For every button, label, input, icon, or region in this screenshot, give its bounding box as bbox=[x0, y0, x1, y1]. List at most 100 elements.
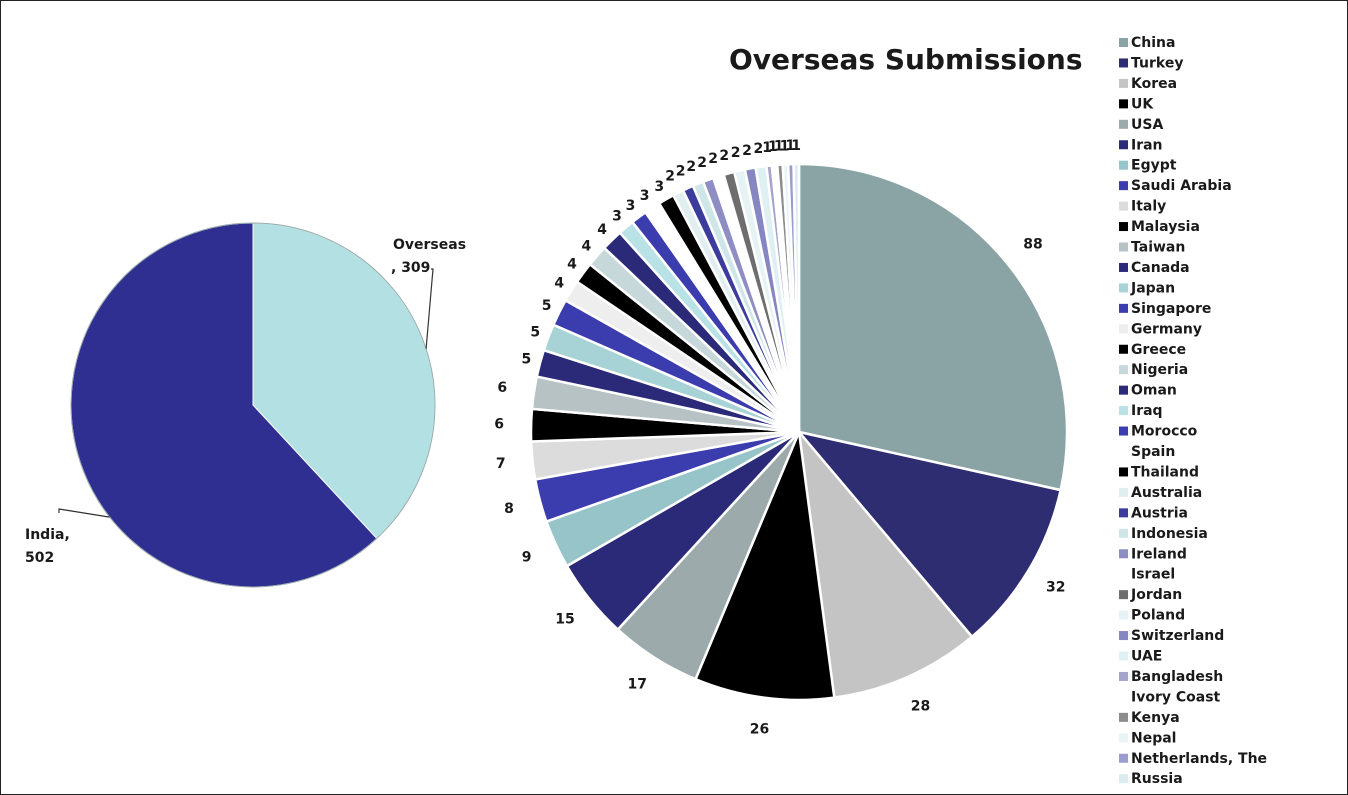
data-label-japan: 5 bbox=[530, 324, 540, 340]
legend-label-korea: Korea bbox=[1131, 76, 1177, 92]
data-label-thailand: 3 bbox=[654, 179, 664, 195]
legend-swatch-taiwan bbox=[1119, 242, 1128, 252]
slice-turkey bbox=[795, 429, 1063, 639]
legend-swatch-uae bbox=[1119, 651, 1128, 661]
data-label-switzerland: 2 bbox=[742, 143, 752, 159]
india-overseas-pie bbox=[70, 222, 436, 588]
legend-label-germany: Germany bbox=[1131, 321, 1202, 337]
slice-uk bbox=[693, 427, 836, 702]
legend-swatch-switzerland bbox=[1119, 631, 1128, 641]
legend-swatch-austria bbox=[1119, 508, 1128, 518]
slice-russia bbox=[792, 162, 801, 433]
legend-label-jordan: Jordan bbox=[1130, 587, 1182, 603]
data-label-israel: 2 bbox=[708, 151, 718, 167]
legend-label-iran: Iran bbox=[1131, 137, 1163, 153]
data-label-italy: 7 bbox=[496, 456, 506, 472]
slice-china bbox=[797, 162, 1069, 492]
legend-label-nepal: Nepal bbox=[1131, 730, 1176, 746]
legend-label-greece: Greece bbox=[1131, 342, 1186, 358]
data-label-indonesia: 2 bbox=[686, 159, 696, 175]
legend-swatch-jordan bbox=[1119, 590, 1128, 600]
chart-title: Overseas Submissions bbox=[729, 43, 1083, 76]
legend-label-usa: USA bbox=[1131, 117, 1163, 133]
data-label-austria: 2 bbox=[676, 164, 686, 180]
data-label-ivory-coast: 1 bbox=[768, 139, 778, 155]
legend-swatch-usa bbox=[1119, 119, 1128, 129]
legend-label-australia: Australia bbox=[1131, 485, 1202, 501]
legend-label-ireland: Ireland bbox=[1131, 546, 1187, 562]
legend-swatch-australia bbox=[1119, 487, 1128, 497]
legend-label-uk: UK bbox=[1131, 96, 1154, 112]
legend-swatch-thailand bbox=[1119, 467, 1128, 477]
data-label-nigeria: 4 bbox=[582, 239, 592, 255]
legend-swatch-iran bbox=[1119, 140, 1128, 150]
data-label-canada: 5 bbox=[522, 352, 532, 368]
legend-swatch-egypt bbox=[1119, 160, 1128, 170]
legend-swatch-greece bbox=[1119, 344, 1128, 354]
legend-swatch-germany bbox=[1119, 324, 1128, 334]
data-label-uae: 2 bbox=[754, 141, 764, 157]
legend-swatch-bangladesh bbox=[1119, 671, 1128, 681]
data-label-kenya: 1 bbox=[774, 139, 784, 155]
data-label-singapore: 5 bbox=[542, 298, 552, 314]
legend-swatch-japan bbox=[1119, 283, 1128, 293]
legend-label-israel: Israel bbox=[1131, 567, 1175, 583]
legend-label-canada: Canada bbox=[1131, 260, 1190, 276]
legend-swatch-nepal bbox=[1119, 733, 1128, 743]
legend-swatch-indonesia bbox=[1119, 528, 1128, 538]
legend-swatch-nigeria bbox=[1119, 365, 1128, 375]
data-label-ireland: 2 bbox=[697, 155, 707, 171]
data-label-saudi-arabia: 8 bbox=[504, 501, 514, 517]
legend-swatch-italy bbox=[1119, 201, 1128, 211]
legend-swatch-netherlands-the bbox=[1119, 753, 1128, 763]
legend-label-iraq: Iraq bbox=[1131, 403, 1163, 419]
legend-swatch-china bbox=[1119, 38, 1128, 47]
data-label-iran: 15 bbox=[555, 612, 574, 628]
legend-swatch-poland bbox=[1119, 610, 1128, 620]
legend-swatch-uk bbox=[1119, 99, 1128, 109]
india-overseas-labels: Overseas , 309 India, 502 bbox=[25, 237, 466, 566]
label-overseas: Overseas bbox=[393, 237, 466, 253]
slice-korea bbox=[797, 427, 974, 700]
data-label-china: 88 bbox=[1023, 236, 1042, 252]
label-india: India, bbox=[25, 527, 70, 543]
legend-label-uae: UAE bbox=[1131, 649, 1162, 665]
legend-swatch-korea bbox=[1119, 78, 1128, 88]
data-label-malaysia: 6 bbox=[494, 416, 504, 432]
data-label-taiwan: 6 bbox=[497, 380, 507, 396]
legend-label-taiwan: Taiwan bbox=[1131, 240, 1185, 256]
legend-label-kenya: Kenya bbox=[1131, 710, 1180, 726]
legend-swatch-canada bbox=[1119, 262, 1128, 272]
legend-label-spain: Spain bbox=[1131, 444, 1175, 460]
legend-label-ivory-coast: Ivory Coast bbox=[1131, 689, 1221, 705]
legend-label-poland: Poland bbox=[1131, 608, 1185, 624]
legend-label-switzerland: Switzerland bbox=[1131, 628, 1224, 644]
legend-swatch-singapore bbox=[1119, 303, 1128, 313]
legend-swatch-malaysia bbox=[1119, 222, 1128, 232]
legend-label-turkey: Turkey bbox=[1131, 55, 1183, 71]
data-label-usa: 17 bbox=[628, 677, 647, 693]
legend-label-indonesia: Indonesia bbox=[1131, 526, 1208, 542]
legend-label-austria: Austria bbox=[1131, 505, 1188, 521]
legend-label-oman: Oman bbox=[1131, 383, 1177, 399]
legend-label-netherlands-the: Netherlands, The bbox=[1131, 751, 1267, 767]
legend-label-nigeria: Nigeria bbox=[1131, 362, 1188, 378]
value-overseas: , 309 bbox=[391, 260, 430, 276]
legend-swatch-russia bbox=[1119, 774, 1128, 784]
legend-label-malaysia: Malaysia bbox=[1131, 219, 1200, 235]
legend-label-italy: Italy bbox=[1131, 199, 1166, 215]
data-label-turkey: 32 bbox=[1046, 579, 1065, 595]
value-india: 502 bbox=[25, 550, 54, 566]
legend-label-china: China bbox=[1131, 35, 1175, 51]
legend-swatch-morocco bbox=[1119, 426, 1128, 436]
legend-label-morocco: Morocco bbox=[1131, 424, 1198, 440]
legend-swatch-saudi-arabia bbox=[1119, 181, 1128, 191]
data-label-oman: 4 bbox=[597, 222, 607, 238]
legend-swatch-oman bbox=[1119, 385, 1128, 395]
legend-label-bangladesh: Bangladesh bbox=[1131, 669, 1223, 685]
data-label-nepal: 1 bbox=[780, 138, 790, 154]
data-label-bangladesh: 1 bbox=[762, 140, 772, 156]
